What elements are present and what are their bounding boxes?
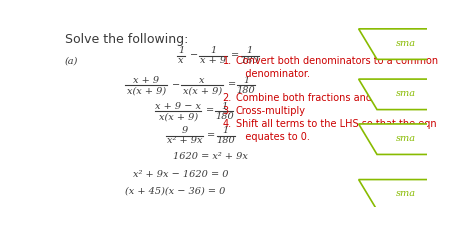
- Text: 1: 1: [178, 46, 184, 55]
- Text: sma: sma: [396, 39, 417, 48]
- Text: =: =: [206, 106, 214, 116]
- Text: x(x + 9): x(x + 9): [127, 86, 166, 95]
- Text: sma: sma: [396, 89, 417, 98]
- Polygon shape: [359, 29, 462, 59]
- Text: x: x: [200, 76, 205, 85]
- Text: −: −: [190, 51, 198, 60]
- Polygon shape: [359, 79, 462, 110]
- Text: x + 9: x + 9: [133, 76, 159, 85]
- Circle shape: [461, 151, 470, 155]
- Text: Combine both fractions and simplify: Combine both fractions and simplify: [236, 93, 413, 103]
- Text: 1: 1: [210, 46, 216, 55]
- Text: x + 9 − x: x + 9 − x: [155, 102, 201, 111]
- Text: Cross-multiply: Cross-multiply: [236, 106, 306, 116]
- Text: 180: 180: [240, 56, 259, 65]
- Text: Convert both denominators to a common
   denominator.: Convert both denominators to a common de…: [236, 56, 438, 79]
- Circle shape: [461, 55, 470, 60]
- Text: (a): (a): [65, 57, 78, 66]
- Text: (x + 45)(x − 36) = 0: (x + 45)(x − 36) = 0: [125, 187, 226, 196]
- Text: 1: 1: [246, 46, 253, 55]
- Text: 180: 180: [215, 112, 234, 121]
- Text: =: =: [207, 131, 215, 140]
- Circle shape: [461, 206, 470, 210]
- Text: x + 9: x + 9: [200, 56, 226, 65]
- Text: 1.: 1.: [223, 56, 232, 66]
- Text: 1620 = x² + 9x: 1620 = x² + 9x: [173, 152, 248, 161]
- Text: x(x + 9): x(x + 9): [182, 86, 222, 95]
- Text: 2.: 2.: [223, 93, 232, 103]
- Text: x: x: [178, 56, 184, 65]
- Text: sma: sma: [396, 134, 417, 143]
- Text: x(x + 9): x(x + 9): [158, 112, 198, 121]
- Polygon shape: [359, 124, 462, 154]
- Text: sma: sma: [396, 189, 417, 199]
- Text: 4.: 4.: [223, 120, 232, 130]
- Polygon shape: [359, 180, 462, 210]
- Text: =: =: [231, 51, 239, 60]
- Text: 180: 180: [217, 136, 235, 145]
- Text: 1: 1: [243, 76, 249, 85]
- Circle shape: [461, 106, 470, 110]
- Text: 9: 9: [181, 126, 187, 135]
- Text: −: −: [172, 81, 180, 89]
- Text: 1: 1: [223, 126, 229, 135]
- Text: =: =: [228, 81, 236, 89]
- Text: x² + 9x: x² + 9x: [166, 136, 202, 145]
- Text: Solve the following:: Solve the following:: [65, 33, 188, 46]
- Text: x² + 9x − 1620 = 0: x² + 9x − 1620 = 0: [133, 170, 228, 179]
- Text: Shift all terms to the LHS so that the eqn
   equates to 0.: Shift all terms to the LHS so that the e…: [236, 120, 436, 142]
- Text: 3.: 3.: [223, 106, 232, 116]
- Text: 1: 1: [221, 102, 228, 111]
- Text: 180: 180: [237, 86, 255, 95]
